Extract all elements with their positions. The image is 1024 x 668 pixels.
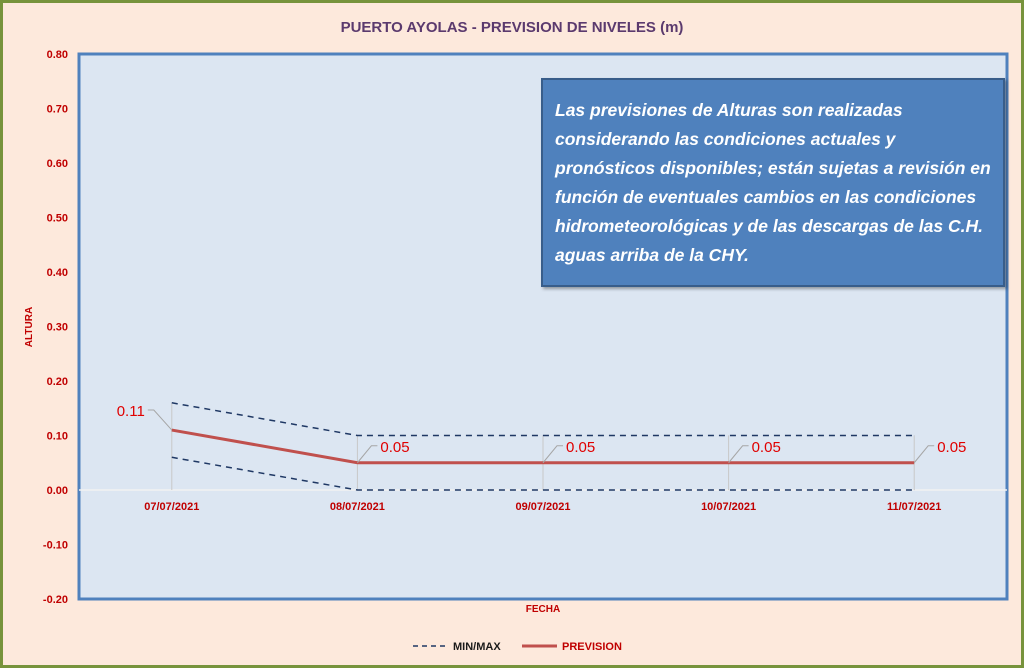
x-tick-label: 10/07/2021 [701,501,756,513]
data-label: 0.11 [117,403,145,420]
y-tick-label: 0.20 [47,376,68,388]
y-axis-title: ALTURA [24,307,35,347]
legend-prevision-label: PREVISION [562,641,622,653]
y-tick-label: 0.50 [47,213,68,225]
data-label: 0.05 [752,439,781,456]
x-tick-label: 09/07/2021 [515,501,570,513]
x-tick-label: 08/07/2021 [330,501,385,513]
y-tick-label: 0.70 [47,104,68,116]
x-tick-label: 11/07/2021 [887,501,941,513]
label-leader [147,409,173,431]
label-leader [913,445,935,464]
data-label: 0.05 [566,439,595,456]
y-tick-label: 0.00 [47,485,68,497]
label-leader [357,445,378,464]
data-label: 0.05 [380,439,409,456]
label-leader [728,445,749,464]
legend-minmax-label: MIN/MAX [453,641,501,653]
forecast-disclaimer-note: Las previsiones de Alturas son realizada… [541,78,1005,287]
y-tick-label: 0.10 [47,431,68,443]
y-tick-label: 0.30 [47,322,68,334]
x-tick-label: 07/07/2021 [144,501,199,513]
label-leader [542,445,563,464]
y-tick-label: 0.80 [47,49,68,61]
chart-title: PUERTO AYOLAS - PREVISION DE NIVELES (m) [341,19,684,36]
data-label: 0.05 [937,439,966,456]
x-axis-title: FECHA [526,604,560,615]
y-tick-label: 0.60 [47,158,68,170]
y-tick-label: -0.20 [43,594,68,606]
y-tick-label: 0.40 [47,267,68,279]
y-tick-label: -0.10 [43,540,68,552]
note-text: Las previsiones de Alturas son realizada… [555,99,991,265]
